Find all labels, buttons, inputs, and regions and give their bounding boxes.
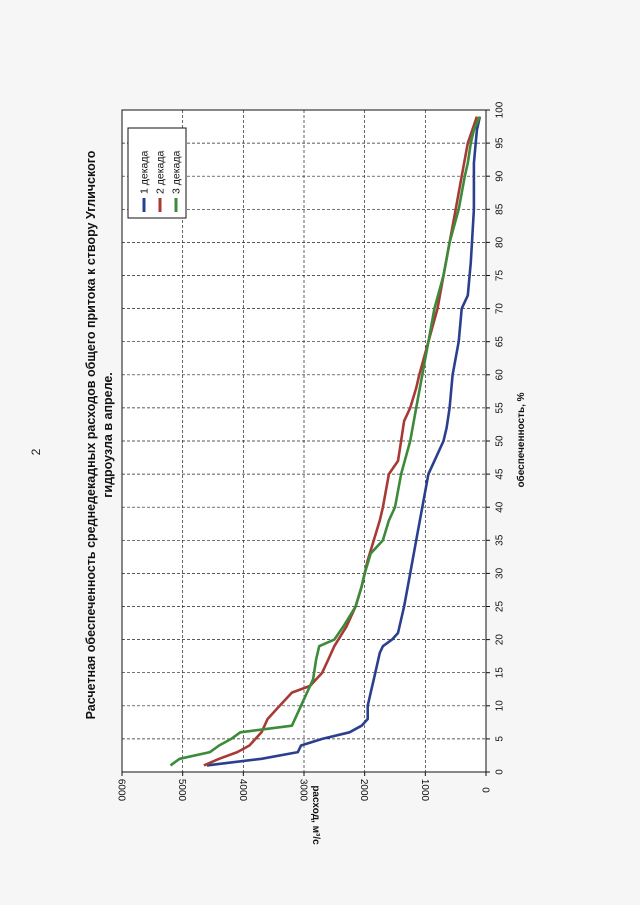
legend: 1 декада 2 декада 3 декада — [127, 127, 187, 219]
y-axis-label: расход, м³/с — [310, 785, 321, 845]
y-tick-label: 0 — [480, 787, 491, 793]
chart-title-line-2: гидроузла в апреле. — [101, 372, 115, 498]
y-tick-label: 2000 — [358, 779, 369, 802]
x-tick-label: 75 — [495, 270, 506, 282]
series-line-3 — [169, 116, 482, 767]
y-tick-label: 6000 — [116, 779, 127, 802]
x-tick-label: 20 — [495, 634, 506, 646]
x-tick-label: 55 — [495, 402, 506, 414]
x-tick-label: 90 — [495, 170, 506, 182]
x-tick-label: 95 — [495, 137, 506, 149]
x-tick-label: 85 — [495, 203, 506, 215]
x-tick-label: 30 — [495, 567, 506, 579]
x-tick-label: 0 — [495, 769, 506, 775]
x-tick-label: 15 — [495, 667, 506, 679]
x-tick-label: 65 — [495, 336, 506, 348]
y-tick-label: 3000 — [298, 779, 309, 802]
x-tick-label: 45 — [495, 468, 506, 480]
y-tick-label: 1000 — [419, 779, 430, 802]
x-tick-label: 50 — [495, 435, 506, 447]
series-lines — [169, 116, 482, 767]
x-tick-label: 10 — [495, 700, 506, 712]
x-tick-label: 70 — [495, 303, 506, 315]
axis-ticks: 0 5 10 15 20 25 30 35 40 45 50 55 60 65 70 75 80 85 90 95 10… — [116, 101, 506, 801]
x-tick-label: 100 — [495, 101, 506, 118]
title: Расчетная обеспеченность среднедекадных … — [84, 150, 115, 719]
x-tick-label: 60 — [495, 369, 506, 381]
x-tick-label: 5 — [495, 736, 506, 742]
series-line-1 — [206, 116, 482, 767]
x-axis-label: обеспеченность, % — [515, 392, 527, 487]
x-tick-label: 40 — [495, 501, 506, 513]
gridlines — [122, 110, 486, 772]
legend-label-1: 1 декада — [139, 150, 151, 194]
x-tick-label: 25 — [495, 601, 506, 613]
x-tick-label: 80 — [495, 236, 506, 248]
chart-title-line-1: Расчетная обеспеченность среднедекадных … — [84, 150, 98, 719]
legend-label-2: 2 декада — [155, 150, 167, 194]
y-tick-label: 4000 — [237, 779, 248, 802]
x-tick-label: 35 — [495, 534, 506, 546]
y-tick-label: 5000 — [176, 779, 187, 802]
series-line-2 — [203, 116, 479, 767]
legend-label-3: 3 декада — [171, 150, 183, 194]
